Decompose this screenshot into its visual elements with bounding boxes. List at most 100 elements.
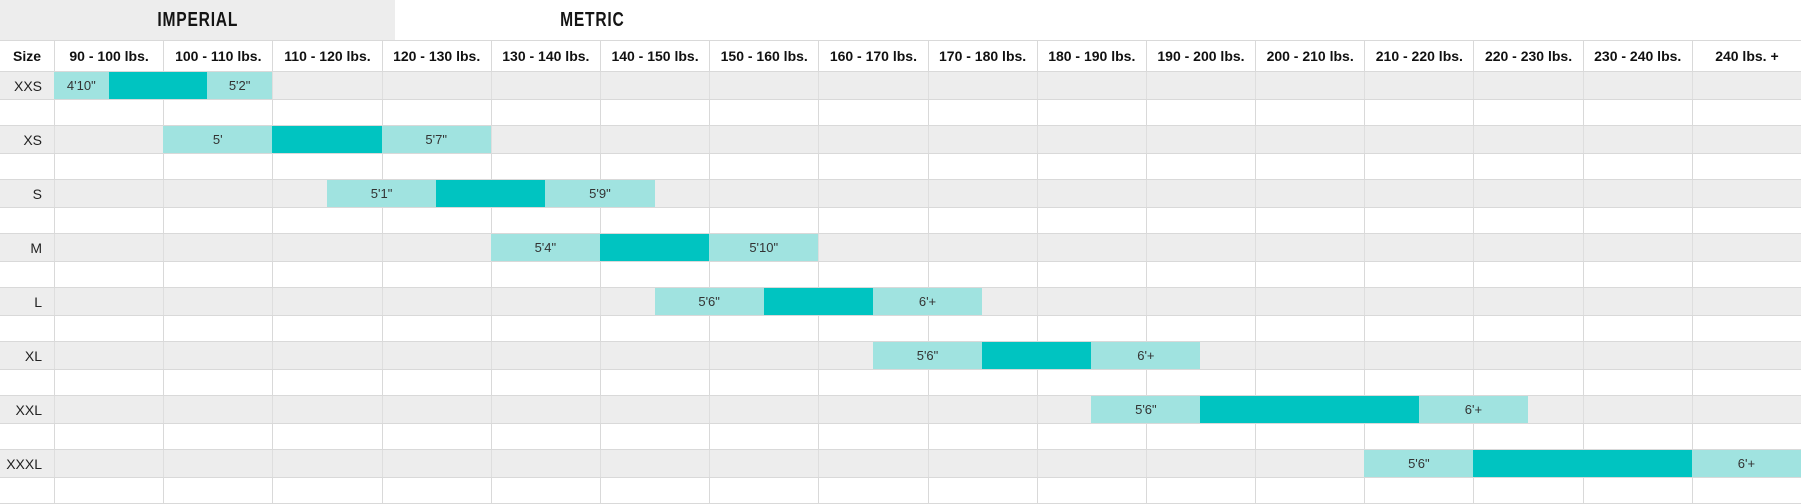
grid-cell [1145, 370, 1255, 395]
weight-header-cell: 220 - 230 lbs. [1473, 41, 1582, 71]
grid-cell [927, 234, 1037, 261]
grid-cell [1145, 72, 1255, 99]
grid-cell [1255, 316, 1364, 341]
grid-cell [381, 72, 491, 99]
grid-cell [927, 208, 1037, 233]
grid-cell [490, 100, 600, 125]
grid-cell [1145, 126, 1255, 153]
grid-cell [1473, 342, 1582, 369]
height-range-bar-segment-light: 6'+ [1691, 450, 1801, 477]
tab-imperial[interactable]: IMPERIAL [0, 0, 395, 40]
grid-cell [818, 262, 927, 287]
grid-cell [927, 316, 1037, 341]
size-row-xxxl: XXXL 5'6" 6'+ [0, 450, 1801, 478]
grid-cell [1036, 396, 1146, 423]
grid-cell [1036, 208, 1146, 233]
grid-cell [1364, 154, 1473, 179]
grid-cell [54, 342, 163, 369]
unit-tabs: IMPERIAL METRIC [0, 0, 1801, 40]
grid-cell [1582, 208, 1692, 233]
grid-cell [490, 154, 600, 179]
grid-cell [1145, 234, 1255, 261]
grid-cell [1691, 100, 1801, 125]
tab-imperial-label: IMPERIAL [157, 8, 238, 31]
grid-cell [1691, 72, 1801, 99]
grid-cell [1364, 316, 1473, 341]
grid-cell [54, 424, 163, 449]
grid-cell [818, 316, 927, 341]
height-range-bar-segment-light: 5'6" [1091, 396, 1201, 423]
grid-cell [709, 396, 818, 423]
grid-cell [490, 370, 600, 395]
grid-cell [1691, 180, 1801, 207]
size-row-xxs: XXS 4'10" 5'2" [0, 72, 1801, 100]
grid-cell [599, 126, 709, 153]
height-range-bar-segment-light: 5'7" [381, 126, 491, 153]
weight-header-cell: 110 - 120 lbs. [272, 41, 381, 71]
height-range-bar-segment-dark [436, 180, 546, 207]
grid-cell [1036, 370, 1146, 395]
grid-cell [709, 316, 818, 341]
grid-cell [818, 208, 927, 233]
grid-cell [1364, 262, 1473, 287]
grid-cell [1036, 100, 1146, 125]
weight-header-cell: 190 - 200 lbs. [1145, 41, 1255, 71]
grid-cell [163, 370, 272, 395]
grid-cell [1582, 126, 1692, 153]
grid-cell [1364, 126, 1473, 153]
grid-cell [163, 262, 272, 287]
size-label: XL [24, 347, 42, 364]
grid-cell [818, 126, 927, 153]
grid-cell [927, 478, 1037, 503]
grid-cell [1145, 424, 1255, 449]
grid-cell [1255, 208, 1364, 233]
grid-cell [1145, 208, 1255, 233]
grid-cell [1364, 424, 1473, 449]
grid-cell [490, 342, 600, 369]
size-label: XS [23, 131, 42, 148]
spacer-row [0, 424, 1801, 450]
grid-cell [927, 262, 1037, 287]
grid-cell [1473, 180, 1582, 207]
grid-cell [490, 450, 600, 477]
tab-metric[interactable]: METRIC [395, 0, 790, 40]
grid-cell [1364, 180, 1473, 207]
grid-cell [1582, 342, 1692, 369]
grid-cell [163, 342, 272, 369]
grid-cell [1691, 234, 1801, 261]
grid-cell [1473, 126, 1582, 153]
height-range-bar-segment-dark [982, 342, 1092, 369]
grid-cell [54, 234, 163, 261]
spacer-row [0, 262, 1801, 288]
grid-cell [818, 154, 927, 179]
height-range-bar-segment-light: 6'+ [872, 288, 983, 315]
grid-cell [1473, 262, 1582, 287]
grid-cell [599, 316, 709, 341]
grid-cell [1145, 180, 1255, 207]
weight-header-cell: 90 - 100 lbs. [54, 41, 163, 71]
grid-cell [490, 262, 600, 287]
size-row-xs: XS 5' 5'7" [0, 126, 1801, 154]
grid-cell [1255, 370, 1364, 395]
grid-cell [1145, 478, 1255, 503]
grid-cell [0, 262, 54, 287]
weight-header-cell: 170 - 180 lbs. [927, 41, 1037, 71]
grid-cell [54, 316, 163, 341]
grid-cell [490, 316, 600, 341]
size-row-l: L 5'6" 6'+ [0, 288, 1801, 316]
grid-cell [1582, 262, 1692, 287]
grid-cell [709, 478, 818, 503]
grid-cell [1255, 450, 1364, 477]
height-range-bar-segment-light: 5' [163, 126, 273, 153]
grid-cell [1036, 316, 1146, 341]
grid-cell [54, 370, 163, 395]
grid-cell [599, 72, 709, 99]
grid-cell [1691, 342, 1801, 369]
grid-cell [1691, 208, 1801, 233]
grid-cell [272, 478, 381, 503]
grid-cell [381, 450, 491, 477]
height-range-bar-segment-light: 6'+ [1091, 342, 1201, 369]
height-range-bar-segment-light: 5'10" [709, 234, 819, 261]
grid-cell [709, 100, 818, 125]
weight-header-cell: 120 - 130 lbs. [381, 41, 491, 71]
